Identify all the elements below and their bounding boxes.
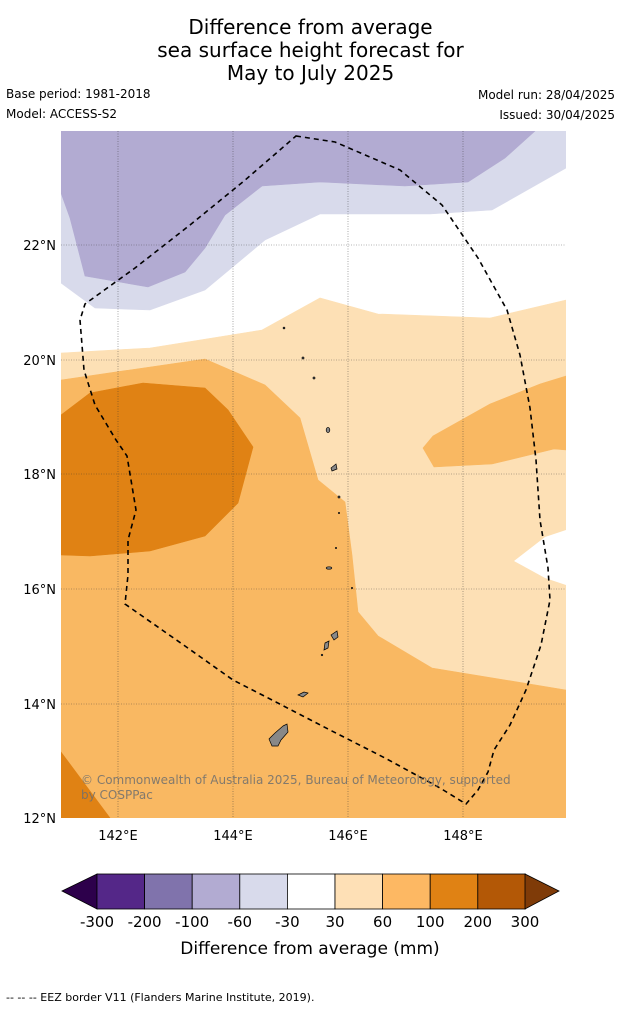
colorbar-tick: 100	[416, 913, 445, 931]
colorbar-segment	[239, 873, 288, 910]
lat-label: 12°N	[23, 812, 56, 827]
title-line-2: sea surface height forecast for	[157, 38, 464, 62]
title-line-1: Difference from average	[188, 15, 433, 39]
lat-label: 20°N	[23, 354, 56, 369]
guam-island	[268, 723, 289, 747]
eez-border	[79, 135, 551, 806]
lon-label: 146°E	[328, 829, 368, 844]
contour-minus-60-100	[61, 131, 536, 288]
lat-label: 14°N	[23, 698, 56, 713]
colorbar-label: Difference from average (mm)	[180, 939, 439, 959]
gridlines	[61, 131, 566, 818]
issued-date: Issued: 30/04/2025	[499, 108, 615, 122]
colorbar-segment	[477, 873, 526, 910]
colorbar-tick: -60	[228, 913, 253, 931]
map-plot-area: © Commonwealth of Australia 2025, Bureau…	[61, 131, 566, 818]
chart-title: Difference from average sea surface heig…	[0, 16, 621, 85]
colorbar-tick: -200	[128, 913, 162, 931]
colorbar-tick: -100	[175, 913, 209, 931]
colorbar-tick: -30	[275, 913, 300, 931]
base-period: Base period: 1981-2018	[6, 87, 151, 101]
eez-border-note: -- -- -- EEZ border V11 (Flanders Marine…	[6, 991, 315, 1004]
colorbar-segment	[429, 873, 479, 910]
lat-label: 16°N	[23, 583, 56, 598]
title-line-3: May to July 2025	[226, 61, 395, 85]
colorbar-tick: 60	[373, 913, 392, 931]
lon-label: 142°E	[98, 829, 138, 844]
sea-level-map: © Commonwealth of Australia 2025, Bureau…	[23, 131, 566, 959]
colorbar-tick: -300	[80, 913, 114, 931]
contour-plus-100-200-south	[61, 751, 111, 818]
mariana-islands	[268, 326, 354, 747]
colorbar-segment	[144, 873, 193, 910]
contour-neutral-notch	[514, 530, 566, 585]
contour-plus-100-200	[61, 382, 254, 557]
lon-label: 148°E	[443, 829, 483, 844]
colorbar-segment	[191, 873, 241, 910]
colorbar-segment	[334, 873, 383, 910]
lat-label: 18°N	[23, 468, 56, 483]
lon-label: 144°E	[213, 829, 253, 844]
colorbar-segment	[286, 873, 336, 910]
colorbar-min-arrow	[61, 873, 98, 910]
contour-plus-60-100-east	[422, 375, 566, 468]
longitude-labels: 142°E 144°E 146°E 148°E	[98, 829, 483, 844]
copyright-notice: © Commonwealth of Australia 2025, Bureau…	[81, 773, 514, 802]
lat-label: 22°N	[23, 239, 56, 254]
colorbar-segment	[382, 873, 431, 910]
model-run: Model run: 28/04/2025	[477, 88, 615, 102]
model-name: Model: ACCESS-S2	[6, 107, 118, 121]
colorbar-tick: 30	[325, 913, 344, 931]
colorbar	[61, 873, 560, 910]
colorbar-segment	[96, 873, 145, 910]
colorbar-max-arrow	[524, 873, 560, 910]
latitude-labels: 22°N 20°N 18°N 16°N 14°N 12°N	[23, 239, 56, 827]
colorbar-tick: 200	[463, 913, 492, 931]
colorbar-ticks: -300 -200 -100 -60 -30 30 60 100 200 300	[80, 913, 539, 931]
colorbar-tick: 300	[511, 913, 540, 931]
